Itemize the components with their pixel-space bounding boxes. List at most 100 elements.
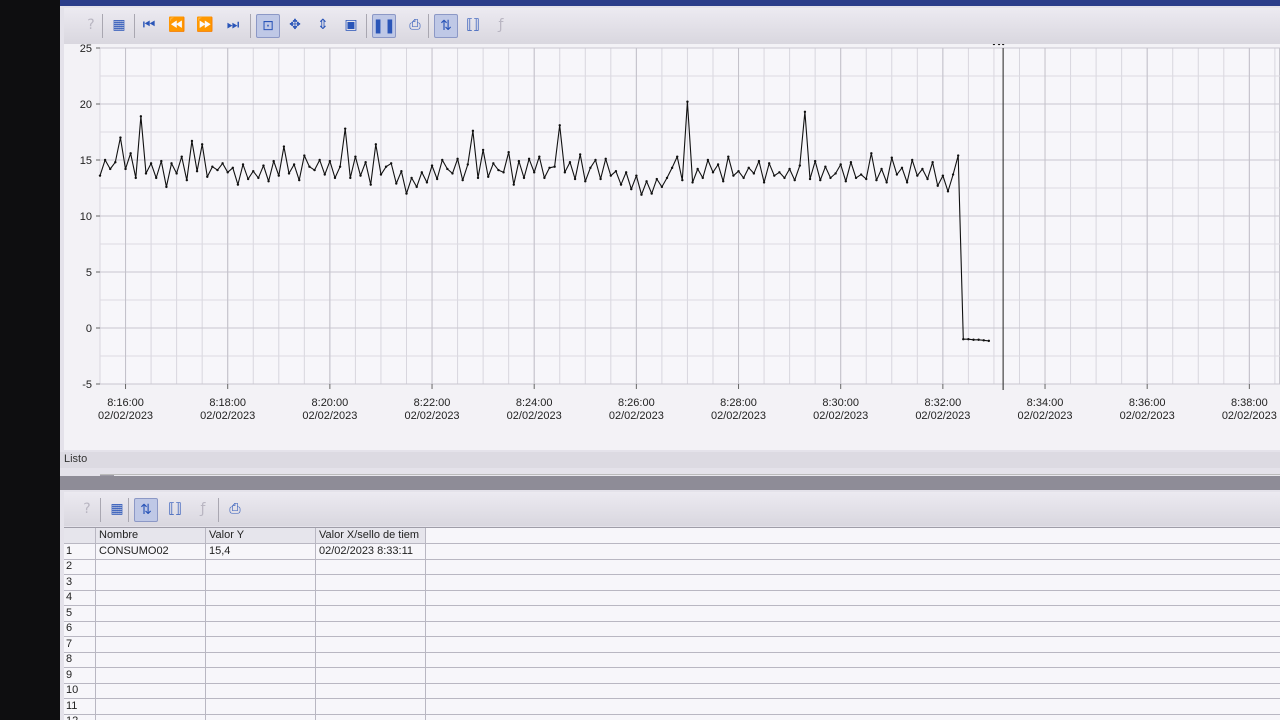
data-point [599,177,602,181]
data-point [553,165,556,168]
data-point [333,176,337,180]
data-point [236,183,240,186]
column-header[interactable]: Valor Y [206,528,316,543]
properties-icon[interactable]: ▦ [112,17,126,33]
data-point [854,176,858,180]
pan-icon[interactable]: ✥ [289,17,301,33]
data-point [747,166,750,170]
data-point [318,158,321,162]
data-point [916,174,919,177]
markers-icon[interactable]: ⟦⟧ [168,501,182,517]
zoom-box-icon[interactable]: ▣ [344,17,358,33]
print-icon[interactable]: ⎙ [229,501,241,517]
function-icon[interactable]: ƒ [498,17,504,33]
data-point [813,159,817,163]
table-row[interactable]: 9 [64,667,1280,684]
x-tick-label: 8:28:00 [720,397,757,409]
scale-icon[interactable]: ⇕ [317,17,329,33]
data-point [389,162,393,165]
data-point [543,176,546,180]
row-number: 8 [64,652,96,667]
first-icon[interactable]: ⏮ [142,17,156,33]
y-tick-label: 15 [80,155,92,167]
table-cell [206,559,316,574]
help-icon[interactable]: ? [87,17,95,33]
table-cell [206,605,316,621]
x-tick-date: 02/02/2023 [1222,410,1277,422]
markers-icon[interactable]: ⟦⟧ [466,17,480,33]
data-point [349,176,352,180]
last-icon[interactable]: ⏭ [226,17,240,33]
table-row[interactable]: 4 [64,590,1280,606]
column-header[interactable]: Nombre [96,528,206,543]
data-point [808,177,812,181]
y-tick-label: 0 [86,323,92,335]
column-header[interactable] [64,528,96,543]
data-point [461,178,464,182]
data-point [870,152,873,155]
table-cell [206,574,316,590]
table-cell [96,590,206,605]
data-point [696,167,699,171]
data-point [216,168,219,172]
data-point [476,176,480,180]
data-point [660,185,664,189]
toolbar-separator [366,14,367,38]
cursor-icon[interactable]: ⇅ [434,14,458,38]
x-tick-label: 8:36:00 [1129,397,1166,409]
table-row[interactable]: 2 [64,559,1280,575]
row-number: 4 [64,590,96,605]
data-point [956,154,960,157]
data-point [471,129,475,133]
table-row[interactable]: 3 [64,574,1280,591]
table-cell [316,667,426,683]
table-row[interactable]: 1 CONSUMO02 15,4 02/02/2023 8:33:11 [64,543,1280,560]
pane-splitter[interactable] [60,476,1280,490]
rewind-icon[interactable]: ⏪ [168,17,186,33]
data-point [982,339,985,342]
data-point [124,167,127,171]
data-point [624,171,628,174]
data-point [466,163,469,166]
data-point [359,174,362,177]
data-point [752,172,756,175]
table-cell [206,590,316,605]
table-cell [206,621,316,636]
data-point [844,180,848,183]
cursor-values-table: Nombre Valor Y Valor X/sello de tiem 1 CONSU… [64,527,1280,720]
table-row[interactable]: 7 [64,636,1280,653]
data-point [834,172,837,175]
data-point [691,181,694,184]
data-point [573,177,577,181]
table-row[interactable]: 12 [64,714,1280,720]
pause-icon[interactable]: ❚❚ [372,14,396,38]
table-row[interactable]: 6 [64,621,1280,637]
data-point [941,174,945,177]
cursor-icon[interactable]: ⇅ [134,498,158,522]
help-icon[interactable]: ? [83,501,91,517]
properties-icon[interactable]: ▦ [110,501,124,517]
table-row[interactable]: 5 [64,605,1280,622]
data-point [405,192,408,195]
zoom-icon[interactable]: ⊡ [256,14,280,38]
table-cell [206,714,316,720]
y-tick-label: 10 [80,211,92,223]
forward-icon[interactable]: ⏩ [196,17,214,33]
data-point [410,176,413,180]
function-icon[interactable]: ƒ [200,501,206,517]
print-icon[interactable]: ⎙ [409,17,421,33]
x-tick-label: 8:38:00 [1231,397,1268,409]
column-header[interactable]: Valor X/sello de tiem [316,528,426,543]
x-tick-label: 8:24:00 [516,397,553,409]
table-row[interactable]: 8 [64,652,1280,668]
x-tick-date: 02/02/2023 [915,410,970,422]
data-point [492,162,495,165]
table-row[interactable]: 11 [64,698,1280,715]
data-point [819,178,822,182]
table-row[interactable]: 10 [64,683,1280,699]
x-tick-label: 8:34:00 [1027,397,1064,409]
x-tick-date: 02/02/2023 [507,410,562,422]
data-point [762,181,766,184]
trend-chart[interactable]: 8:16:0002/02/20238:18:0002/02/20238:20:0… [64,44,1280,430]
data-point [686,100,689,103]
